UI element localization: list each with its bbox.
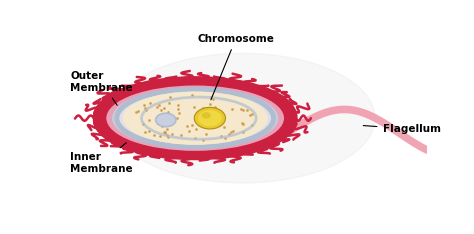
Text: Inner
Membrane: Inner Membrane [70,143,133,174]
Ellipse shape [155,113,176,127]
Ellipse shape [198,110,222,126]
Ellipse shape [201,112,211,119]
Ellipse shape [106,85,284,151]
Ellipse shape [123,91,268,145]
Text: Flagellum: Flagellum [363,124,440,134]
Ellipse shape [112,88,278,149]
Text: Outer
Membrane: Outer Membrane [70,71,133,105]
Ellipse shape [100,83,291,153]
Text: Chromosome: Chromosome [197,34,274,100]
Circle shape [110,53,375,183]
Ellipse shape [117,89,273,147]
Ellipse shape [194,107,226,129]
